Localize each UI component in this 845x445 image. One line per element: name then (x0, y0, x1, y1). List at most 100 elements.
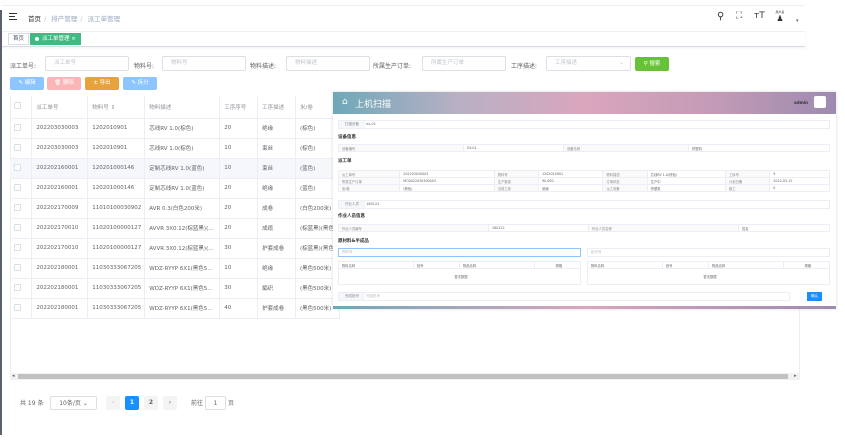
cell: 护套成卷 (257, 238, 296, 259)
process-desc-select[interactable]: 工序描述 ⌄ (546, 56, 631, 71)
search-button[interactable]: ⚲ 搜索 (635, 57, 669, 71)
operator-field[interactable]: 作业人员 180122 (338, 200, 830, 209)
scroll-left-icon[interactable]: ◂ (12, 373, 15, 379)
cell: WDZ-RYYP 6X1(黑色5... (144, 258, 221, 279)
hamburger-icon[interactable] (9, 13, 17, 20)
cell: 202202180001 (31, 278, 89, 299)
scan-device-field[interactable]: 扫描设备 ex-01 (338, 120, 830, 129)
cell: AVVR 3X0.12(棕蓝黑)(... (144, 238, 221, 259)
confirm-button[interactable]: 确认 (807, 292, 822, 301)
cell: 20 (219, 218, 259, 239)
table-row[interactable]: 202202180001 11030333067205 WDZ-RYYP 6X1(黑… (10, 298, 341, 319)
table-row[interactable]: 202202170009 11010100030902 AVR 0.3(白色200米… (10, 198, 341, 219)
table-row[interactable]: 202202160001 120201000146 定制芯线RV 1.0(蓝色) 20… (10, 178, 341, 199)
row-checkbox[interactable] (10, 218, 33, 239)
material-desc-input[interactable]: 物料描述 (286, 56, 370, 71)
cell: WDZ-RYYP 6X1(黑色5... (144, 278, 221, 299)
order-info-cell: 物料描述 (602, 170, 648, 178)
table-row[interactable]: 202202180001 11030333067205 WDZ-RYYP 6X1(黑… (10, 278, 341, 299)
breadcrumb-home[interactable]: 首页 (28, 15, 41, 23)
row-checkbox[interactable] (10, 298, 33, 319)
delete-button[interactable]: 🗑 删除 (47, 77, 81, 90)
cell: 30 (219, 278, 259, 299)
row-checkbox[interactable] (10, 258, 33, 279)
goto-input[interactable]: 1 (205, 396, 226, 410)
page-size-select[interactable]: 10条/页 ⌄ (50, 396, 97, 410)
table-row[interactable]: 202202180001 11030333067205 WDZ-RYYP 6X1(黑… (10, 258, 341, 279)
sort-icon[interactable]: ⇕ (110, 104, 116, 111)
operator-info: 作业人员编号 180122 作业人员名称 姓名 (338, 224, 830, 232)
order-info-cell: 物料号 (493, 170, 540, 178)
table-row[interactable]: 202202160001 120201000146 定制芯线RV 1.0(蓝色) 10… (10, 158, 341, 179)
order-section-title: 派工单 (338, 159, 352, 164)
table-row[interactable]: 202202170010 11020100000127 AVVR 3X0.12(棕蓝… (10, 238, 341, 259)
row-checkbox[interactable] (10, 238, 33, 259)
tags-view (2, 32, 805, 47)
chevron-down-icon: ⌄ (619, 60, 624, 66)
prev-page-button[interactable]: ‹ (106, 396, 120, 410)
semi-table: 物料名称 批号 物品名称 规格 暂无数据 (587, 261, 831, 285)
cell: 202203030003 (31, 118, 89, 139)
dialog-avatar[interactable] (814, 96, 826, 108)
cell: 成卷 (257, 198, 296, 219)
finish-batch-field[interactable]: 完成批号 完成批号 (338, 292, 790, 301)
prod-order-input[interactable]: 所属生产订单 (422, 56, 506, 71)
tab-dispatch[interactable]: 派工单管理 × (30, 33, 81, 45)
row-checkbox[interactable] (10, 158, 33, 179)
total-count: 共 19 条 (20, 400, 44, 407)
page-1[interactable]: 1 (125, 396, 139, 410)
row-checkbox[interactable] (10, 198, 33, 219)
cell: AVVR 3X0.12(棕蓝黑)(... (144, 218, 221, 239)
scroll-right-icon[interactable]: ▸ (794, 373, 797, 379)
order-info-cell: 90,000 (538, 177, 604, 185)
table-row[interactable]: 202203030003 1202010901 芯线RV 1.0(棕色) 10 束丝 (棕… (10, 138, 341, 159)
home-icon[interactable]: ⌂ (342, 97, 348, 107)
order-info-cell: 挤塑机 (646, 184, 727, 192)
cell: 120201000146 (87, 178, 146, 199)
next-page-button[interactable]: › (163, 396, 177, 410)
row-checkbox[interactable] (10, 278, 33, 299)
cell: 20 (219, 118, 259, 139)
col-material-no[interactable]: 物料号 ⇕ (87, 96, 146, 119)
caret-down-icon[interactable]: ▾ (796, 18, 799, 24)
col-process-desc: 工序描述 (257, 96, 296, 119)
row-checkbox[interactable] (10, 178, 33, 199)
order-no-label: 派工单号: (10, 63, 37, 70)
order-info-cell: (棕色) (399, 184, 495, 192)
col-material-desc: 物料描述 (144, 96, 221, 119)
page-2[interactable]: 2 (144, 396, 158, 410)
cell: 40 (219, 298, 259, 319)
order-info-cell: 派工单号 (337, 170, 401, 178)
export-button[interactable]: ± 导出 (85, 77, 119, 90)
order-info-cell: 订单状态 (602, 177, 648, 185)
avatar[interactable]: 用户名 ♟ (775, 10, 785, 23)
material-scan-input[interactable]: 物料号 (338, 248, 581, 257)
edit-button[interactable]: ✎ 编辑 (10, 77, 44, 90)
breadcrumb-schedule[interactable]: 排产管理 (51, 15, 78, 23)
scrollbar-thumb[interactable] (18, 374, 788, 379)
scan-dialog: ⌂ 上机扫描 admin 扫描设备 ex-01 设备信息 设备编号 EX-01 设… (333, 92, 836, 309)
order-info-cell: 报工 (725, 184, 771, 192)
cell: 束丝 (257, 138, 296, 159)
row-checkbox[interactable] (10, 118, 33, 139)
select-all[interactable] (10, 96, 33, 119)
order-info-cell: 生产数量 (493, 177, 540, 185)
col-order-no: 派工单号 (31, 96, 89, 119)
font-size-icon[interactable]: тT (754, 11, 765, 21)
material-no-input[interactable]: 物料号 (162, 56, 246, 71)
row-checkbox[interactable] (10, 138, 33, 159)
cell: 10 (219, 258, 259, 279)
dialog-user: admin (794, 100, 808, 105)
order-info-cell: 当前工序 (493, 184, 540, 192)
table-row[interactable]: 202202170010 11020100000127 AVVR 3X0.12(棕蓝… (10, 218, 341, 239)
order-no-input[interactable]: 派工单号 (45, 56, 129, 71)
dialog-footer-bar (333, 306, 836, 309)
cell: 绝缘 (257, 258, 296, 279)
batch-scan-input[interactable]: 批次号 (587, 248, 830, 257)
table-row[interactable]: 202203030003 1202010901 芯线RV 1.0(棕色) 20 绝缘 (棕… (10, 118, 341, 139)
search-icon[interactable]: ⚲ (717, 11, 725, 22)
cell: 定制芯线RV 1.0(蓝色) (144, 178, 221, 199)
tab-home[interactable]: 首页 (8, 33, 30, 45)
fullscreen-icon[interactable]: ⛶ (736, 11, 743, 21)
split-button[interactable]: ✎ 拆分 (123, 77, 157, 90)
